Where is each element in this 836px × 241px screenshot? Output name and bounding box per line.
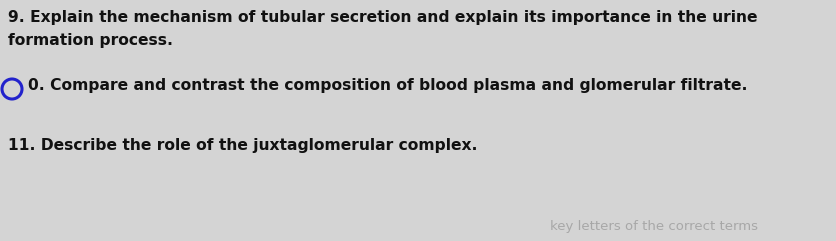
Text: 9. Explain the mechanism of tubular secretion and explain its importance in the : 9. Explain the mechanism of tubular secr… (8, 10, 757, 25)
Text: 0. Compare and contrast the composition of blood plasma and glomerular filtrate.: 0. Compare and contrast the composition … (28, 78, 747, 93)
Text: 11. Describe the role of the juxtaglomerular complex.: 11. Describe the role of the juxtaglomer… (8, 138, 477, 153)
Text: formation process.: formation process. (8, 33, 173, 48)
Text: key letters of the correct terms: key letters of the correct terms (549, 220, 757, 233)
